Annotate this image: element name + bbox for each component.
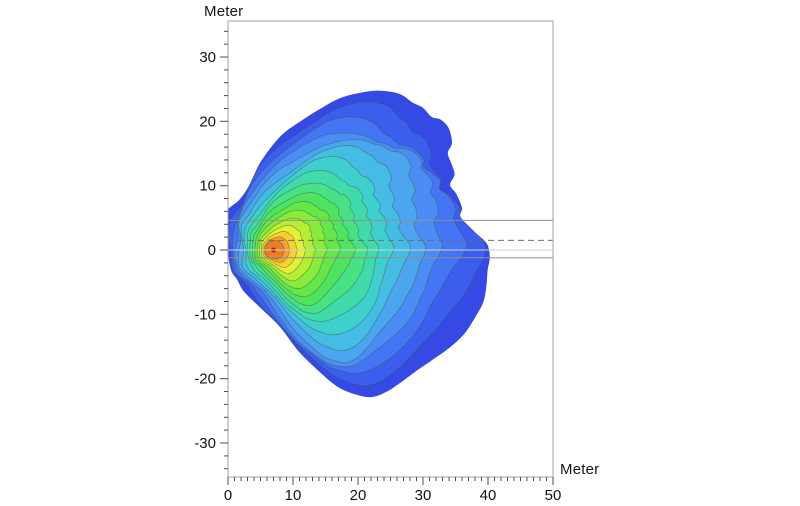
y-tick-label: 0 [208,242,216,259]
x-tick-label: 0 [224,487,232,504]
x-tick-label: 50 [545,487,562,504]
x-axis-title: Meter [560,461,600,478]
x-tick-label: 20 [350,487,367,504]
x-tick-label: 10 [285,487,302,504]
y-tick-label: 20 [199,113,216,130]
y-tick-label: 30 [199,49,216,66]
y-tick-label: -20 [194,371,216,388]
x-tick-label: 40 [480,487,497,504]
y-axis-title: Meter [204,3,244,20]
x-tick-label: 30 [415,487,432,504]
contour-band-group [228,90,490,398]
y-tick-label: 10 [199,178,216,195]
y-tick-label: -10 [194,306,216,323]
y-tick-label: -30 [194,435,216,452]
